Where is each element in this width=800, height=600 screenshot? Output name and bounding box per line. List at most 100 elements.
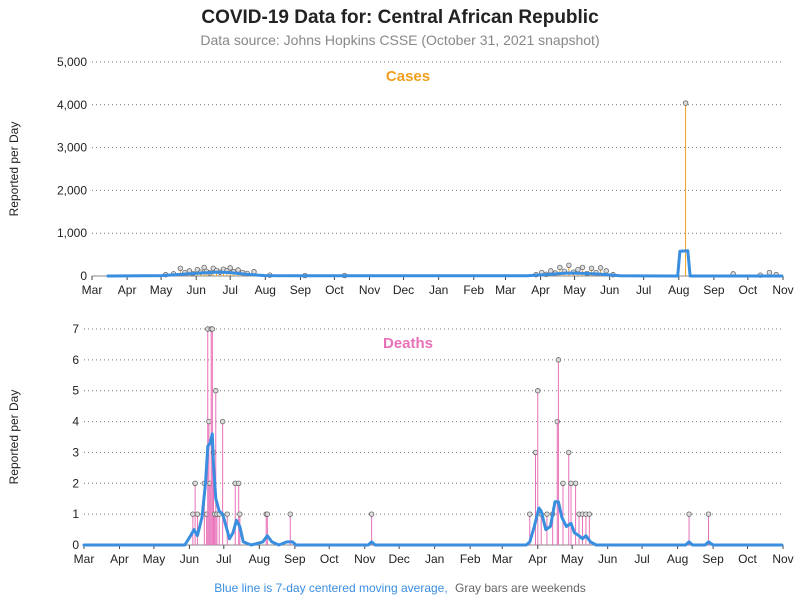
cases-xtick-label: Nov — [772, 283, 793, 297]
deaths-point — [368, 511, 375, 517]
cases-xtick-label: Aug — [255, 283, 276, 297]
deaths-xtick-label: Dec — [388, 552, 409, 566]
deaths-point — [527, 511, 533, 517]
cases-xtick-label: Mar — [495, 283, 516, 297]
deaths-xtick-label: Jul — [216, 552, 231, 566]
deaths-point — [705, 511, 712, 517]
deaths-ytick-label: 6 — [72, 353, 79, 367]
cases-ytick-label: 4,000 — [57, 98, 87, 112]
cases-point — [235, 267, 241, 273]
deaths-ytick-label: 2 — [72, 476, 79, 490]
deaths-point — [264, 511, 271, 517]
cases-point — [575, 266, 581, 273]
deaths-xtick-label: Jul — [634, 552, 649, 566]
cases-point — [566, 262, 572, 268]
cases-point — [177, 265, 184, 271]
cases-ytick-label: 1,000 — [57, 226, 87, 240]
cases-xtick-label: Aug — [668, 283, 689, 297]
deaths-ytick-label: 4 — [72, 415, 79, 429]
deaths-point — [566, 449, 572, 456]
cases-point — [201, 264, 207, 271]
deaths-point — [213, 388, 219, 394]
deaths-xtick-label: Aug — [249, 552, 270, 566]
cases-xtick-label: Jul — [636, 283, 651, 297]
deaths-panel-title: Deaths — [383, 335, 433, 352]
cases-xtick-label: Sep — [703, 283, 725, 297]
deaths-moving-average-line — [82, 432, 784, 547]
cases-xtick-label: Jan — [429, 283, 448, 297]
deaths-point — [237, 511, 243, 517]
deaths-xtick-label: Mar — [74, 552, 95, 566]
cases-xtick-label: Nov — [359, 283, 380, 297]
deaths-point — [194, 511, 201, 517]
cases-point — [597, 265, 604, 271]
deaths-point — [219, 418, 226, 425]
deaths-point — [192, 480, 198, 486]
cases-xtick-label: Jun — [600, 283, 619, 297]
cases-xtick-label: May — [150, 283, 173, 297]
footnote-weekends: Gray bars are weekends — [455, 581, 586, 595]
deaths-xtick-label: Oct — [738, 552, 757, 566]
deaths-ytick-label: 1 — [72, 507, 79, 521]
cases-point — [603, 268, 609, 274]
deaths-point — [572, 480, 579, 486]
footnote-moving-average: Blue line is 7-day centered moving avera… — [214, 581, 447, 595]
deaths-point — [209, 326, 216, 332]
cases-ytick-label: 3,000 — [57, 141, 87, 155]
cases-point — [557, 264, 563, 271]
deaths-ytick-label: 0 — [72, 538, 79, 552]
cases-xtick-label: Apr — [531, 283, 550, 297]
deaths-point — [535, 388, 541, 394]
deaths-xtick-label: Sep — [284, 552, 306, 566]
chart-subtitle: Data source: Johns Hopkins CSSE (October… — [200, 32, 599, 48]
deaths-panel: 0 1 2 3 4 5 6 7 Reported per Day Mar Apr May Jun Jul A… — [7, 322, 794, 566]
cases-ylabel: Reported per Day — [7, 122, 21, 217]
deaths-ytick-label: 7 — [72, 322, 79, 336]
cases-point — [766, 269, 773, 276]
deaths-xtick-label: May — [143, 552, 166, 566]
deaths-xtick-label: Feb — [460, 552, 481, 566]
cases-xtick-label: Mar — [82, 283, 103, 297]
cases-point — [588, 265, 595, 271]
cases-xtick-label: Feb — [463, 283, 484, 297]
deaths-point — [586, 511, 593, 517]
deaths-point — [287, 511, 293, 517]
cases-panel-title: Cases — [386, 68, 430, 85]
cases-point — [227, 265, 233, 271]
deaths-point — [560, 480, 566, 486]
cases-point — [579, 264, 586, 271]
cases-ytick-label: 0 — [80, 269, 87, 283]
cases-point — [682, 100, 689, 106]
deaths-xtick-label: Nov — [354, 552, 375, 566]
deaths-xtick-label: May — [561, 552, 584, 566]
cases-xtick-label: Oct — [325, 283, 344, 297]
deaths-point — [190, 511, 196, 517]
deaths-point — [224, 511, 230, 517]
cases-xtick-label: Apr — [118, 283, 137, 297]
deaths-point — [532, 449, 539, 456]
deaths-xtick-label: Mar — [492, 552, 513, 566]
cases-xtick-label: Oct — [739, 283, 758, 297]
deaths-point — [568, 480, 574, 486]
cases-xtick-label: Dec — [393, 283, 414, 297]
chart-title: COVID-19 Data for: Central African Repub… — [201, 7, 599, 28]
deaths-point — [686, 511, 692, 517]
deaths-xtick-label: Nov — [772, 552, 793, 566]
cases-point — [548, 268, 554, 274]
deaths-point — [206, 418, 212, 425]
cases-xtick-label: Jul — [223, 283, 238, 297]
deaths-ytick-label: 3 — [72, 445, 79, 459]
deaths-point — [555, 357, 562, 363]
deaths-xtick-label: Jun — [180, 552, 199, 566]
cases-panel: 0 1,000 2,000 3,000 4,000 5,000 Reported per D… — [7, 55, 794, 297]
cases-xtick-label: Sep — [290, 283, 312, 297]
deaths-xtick-label: Apr — [110, 552, 129, 566]
deaths-ylabel: Reported per Day — [7, 390, 21, 485]
cases-moving-average-line — [106, 249, 784, 278]
deaths-point — [544, 511, 550, 517]
deaths-xtick-label: Sep — [702, 552, 724, 566]
deaths-ytick-label: 5 — [72, 384, 79, 398]
cases-xtick-label: May — [563, 283, 586, 297]
deaths-xtick-label: Aug — [667, 552, 688, 566]
